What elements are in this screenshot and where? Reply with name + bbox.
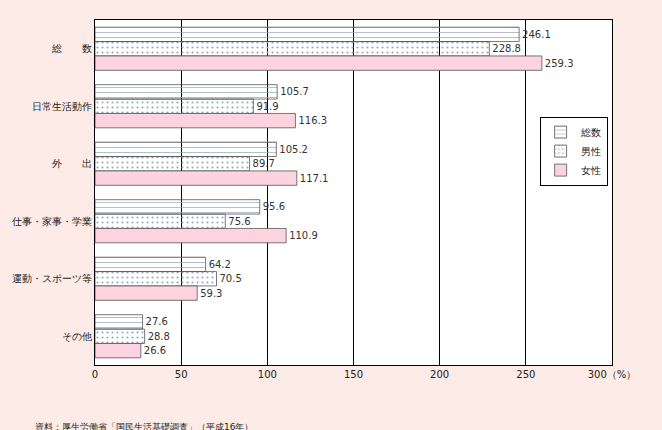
svg-text:総 数: 総 数: [51, 43, 92, 54]
svg-text:0: 0: [92, 369, 98, 380]
svg-text:資料：厚生労働省「国民生活基礎調査」（平成16年）: 資料：厚生労働省「国民生活基礎調査」（平成16年）: [35, 422, 253, 430]
svg-text:105.2: 105.2: [279, 144, 308, 155]
svg-text:228.8: 228.8: [492, 43, 521, 54]
svg-text:26.6: 26.6: [144, 345, 166, 356]
svg-text:117.1: 117.1: [300, 173, 329, 184]
svg-text:59.3: 59.3: [200, 288, 222, 299]
svg-text:28.8: 28.8: [148, 331, 170, 342]
svg-text:64.2: 64.2: [209, 259, 231, 270]
svg-text:110.9: 110.9: [289, 230, 318, 241]
svg-text:男性: 男性: [581, 146, 601, 157]
svg-text:95.6: 95.6: [263, 201, 285, 212]
svg-text:89.7: 89.7: [253, 158, 275, 169]
svg-text:総数: 総数: [580, 127, 601, 138]
svg-text:259.3: 259.3: [545, 58, 574, 69]
svg-text:91.9: 91.9: [256, 101, 278, 112]
svg-text:75.6: 75.6: [228, 216, 250, 227]
svg-text:女性: 女性: [581, 165, 601, 176]
svg-text:日常生活動作: 日常生活動作: [32, 101, 92, 112]
svg-text:200: 200: [430, 369, 449, 380]
svg-text:仕事・家事・学業: 仕事・家事・学業: [12, 216, 92, 227]
svg-text:70.5: 70.5: [220, 273, 242, 284]
svg-text:運動・スポーツ等: 運動・スポーツ等: [12, 273, 92, 284]
svg-text:105.7: 105.7: [280, 86, 309, 97]
svg-text:外 出: 外 出: [52, 158, 92, 169]
svg-text:27.6: 27.6: [146, 316, 168, 327]
svg-text:246.1: 246.1: [522, 29, 551, 40]
svg-text:300（%）: 300（%）: [588, 369, 637, 380]
svg-text:50: 50: [175, 369, 188, 380]
svg-text:100: 100: [258, 369, 277, 380]
svg-text:150: 150: [344, 369, 363, 380]
svg-text:250: 250: [516, 369, 535, 380]
svg-text:その他: その他: [62, 331, 92, 342]
svg-text:116.3: 116.3: [298, 115, 327, 126]
